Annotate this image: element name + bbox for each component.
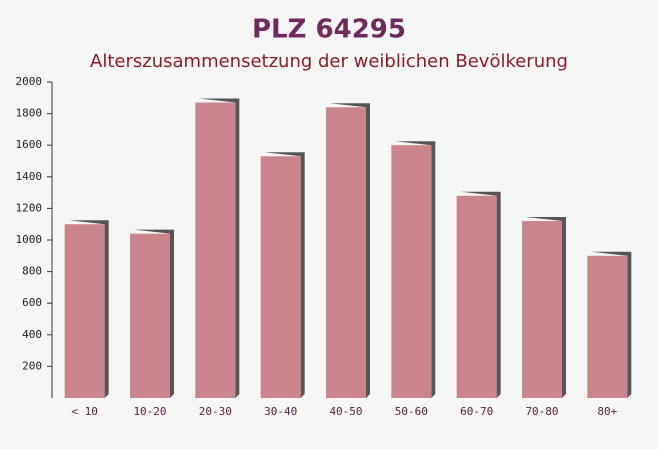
y-tick-label: 1200: [16, 201, 43, 214]
y-tick-label: 800: [22, 265, 42, 278]
y-tick-label: 400: [22, 328, 42, 341]
bar: [260, 156, 301, 398]
y-tick-label: 200: [22, 359, 42, 372]
bar: [391, 145, 432, 398]
x-tick-label: 70-80: [525, 405, 558, 418]
chart-title: PLZ 64295: [252, 15, 406, 45]
chart-subtitle: Alterszusammensetzung der weiblichen Bev…: [90, 51, 568, 72]
bar: [456, 195, 497, 398]
x-tick-label: 50-60: [395, 405, 428, 418]
bar: [587, 255, 628, 398]
y-tick-label: 1400: [16, 170, 43, 183]
x-tick-label: 20-30: [199, 405, 232, 418]
y-tick-label: 2000: [16, 75, 43, 88]
x-tick-label: < 10: [71, 405, 98, 418]
x-tick-label: 80+: [597, 405, 617, 418]
bar: [522, 221, 562, 398]
bar: [326, 107, 366, 398]
y-tick-label: 1000: [16, 233, 43, 246]
bar: [130, 233, 170, 398]
bar: [64, 224, 105, 398]
x-tick-label: 10-20: [133, 405, 166, 418]
x-tick-label: 60-70: [460, 405, 493, 418]
x-tick-label: 40-50: [329, 405, 362, 418]
y-tick-label: 600: [22, 296, 42, 309]
bar: [195, 102, 236, 398]
x-tick-label: 30-40: [264, 405, 297, 418]
y-tick-label: 1600: [16, 138, 43, 151]
y-tick-label: 1800: [16, 107, 43, 120]
